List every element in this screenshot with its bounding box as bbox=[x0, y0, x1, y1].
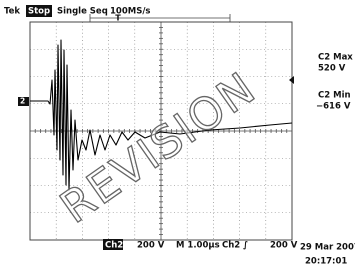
sample-rate: 100MS/s bbox=[110, 7, 151, 17]
footer-trigger-level: 200 V bbox=[270, 241, 298, 251]
footer-channel: Ch2 bbox=[105, 241, 123, 251]
footer-trigger-channel: Ch2 bbox=[222, 241, 240, 251]
watermark: REVISION bbox=[51, 62, 265, 233]
footer-date: 29 Mar 2007 bbox=[300, 243, 355, 253]
state: Stop bbox=[28, 7, 50, 17]
footer-scale: 200 V bbox=[137, 241, 165, 251]
measure-label: C2 Min bbox=[318, 91, 351, 101]
footer-trigger-slope: ∫ bbox=[243, 241, 248, 251]
scope-screen: T Tek Stop Single Seq 100MS/s C2 Max 520… bbox=[0, 0, 355, 273]
footer-timebase: M 1.00µs bbox=[176, 241, 220, 251]
footer-time: 20:17:01 bbox=[305, 257, 347, 267]
brand: Tek bbox=[4, 7, 20, 17]
measure-value: −616 V bbox=[316, 102, 351, 112]
measure-value: 520 V bbox=[318, 64, 346, 74]
channel-marker: 2 bbox=[20, 97, 25, 106]
mode: Single Seq bbox=[57, 7, 108, 17]
measure-label: C2 Max bbox=[318, 53, 353, 63]
